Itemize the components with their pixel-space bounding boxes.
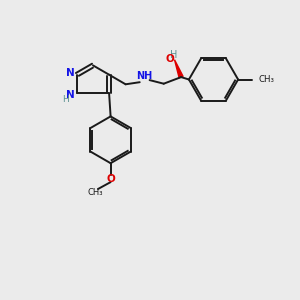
Polygon shape: [175, 60, 183, 78]
Text: O: O: [106, 174, 115, 184]
Text: H: H: [62, 95, 69, 104]
Text: CH₃: CH₃: [87, 188, 103, 197]
Text: O: O: [166, 54, 175, 64]
Text: H: H: [169, 50, 177, 60]
Text: N: N: [66, 90, 75, 100]
Text: CH₃: CH₃: [258, 75, 274, 84]
Text: NH: NH: [136, 71, 152, 81]
Text: N: N: [66, 68, 75, 78]
